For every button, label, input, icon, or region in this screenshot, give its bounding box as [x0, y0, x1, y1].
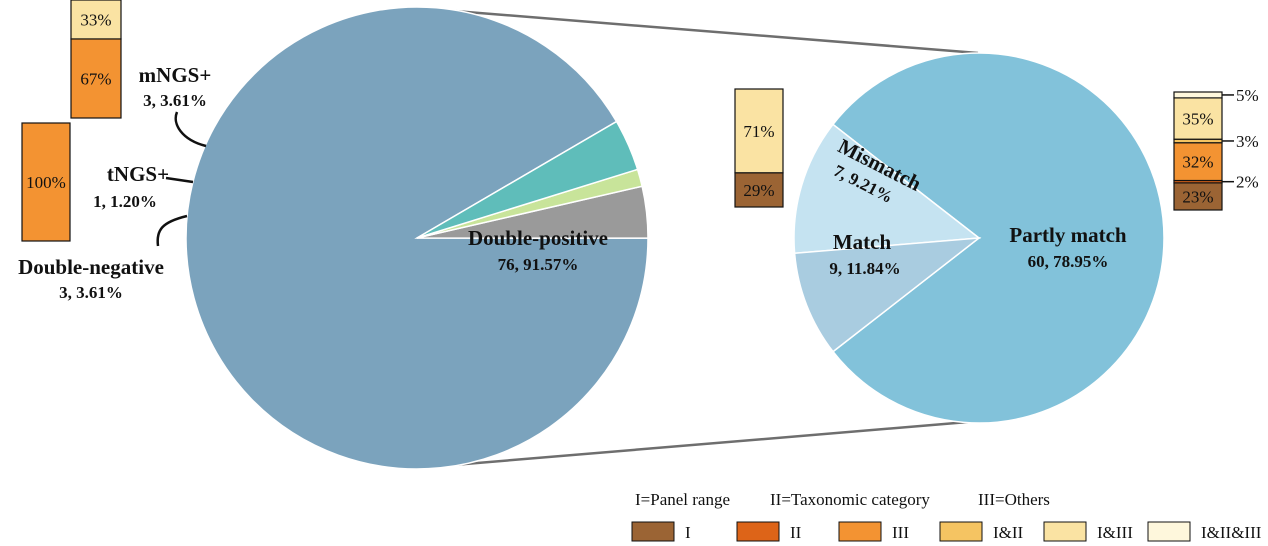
legend-swatch-iii — [838, 521, 882, 542]
bar-partly-match-label-i-iii: 35% — [1182, 110, 1213, 129]
slice-label-tngs: tNGS+ — [107, 162, 169, 186]
slice-sublabel-double-negative: 3, 3.61% — [59, 283, 123, 302]
bar-partly-match-label-i-ii-iii: 5% — [1236, 86, 1259, 105]
right-pie-slice-mismatch — [793, 237, 982, 353]
legend-definition-i: I=Panel range — [635, 490, 730, 509]
bar-mismatch-segment-i — [734, 172, 784, 208]
legend-definition-iii: III=Others — [978, 490, 1050, 509]
bar-mngs-segment-i-iii — [70, 0, 122, 40]
bar-partly-match-segment-i — [1173, 182, 1223, 211]
slice-label-partly-match: Partly match — [1009, 223, 1127, 247]
slice-label-mngs: mNGS+ — [139, 63, 212, 87]
legend-label-i-ii-iii: I&II&III — [1201, 523, 1262, 542]
legend-definition-ii: II=Taxonomic category — [770, 490, 930, 509]
stacked-bars: 67% 33% 100% 29% 71% 23% 2% 32% 3% 35% 5% — [21, 0, 1259, 242]
left-pie — [185, 6, 649, 470]
slice-label-double-positive: Double-positive — [468, 226, 608, 250]
bar-partly-match-segment-i-ii-iii — [1173, 91, 1223, 99]
legend-swatch-ii — [736, 521, 780, 542]
left-pie-slice-mngs — [416, 120, 639, 239]
bar-partly-match-segment-iii — [1173, 142, 1223, 182]
zoom-connector-lines — [416, 6, 979, 470]
leader-line-tngs — [165, 176, 194, 184]
legend-label-i: I — [685, 523, 691, 542]
legend-swatch-i — [631, 521, 675, 542]
connector-line-top — [416, 6, 979, 55]
slice-sublabel-mngs: 3, 3.61% — [143, 91, 207, 110]
right-pie-slice-partly-match — [831, 52, 1165, 424]
slice-sublabel-match: 9, 11.84% — [829, 259, 900, 278]
slice-label-double-negative: Double-negative — [18, 255, 164, 279]
bar-mismatch-label-i-iii: 71% — [743, 122, 774, 141]
bar-tngs-label-iii: 100% — [26, 173, 66, 192]
bar-partly-match-label-iii: 32% — [1182, 153, 1213, 172]
legend-label-i-iii: I&III — [1097, 523, 1133, 542]
legend-label-i-ii: I&II — [993, 523, 1024, 542]
bar-partly-match-label-i: 23% — [1182, 187, 1213, 206]
right-pie-slice-match — [793, 123, 981, 255]
legend-label-ii: II — [790, 523, 802, 542]
legend-swatch-i-ii — [939, 521, 983, 542]
bar-partly-match-label-ii: 2% — [1236, 173, 1259, 192]
slice-sublabel-partly-match: 60, 78.95% — [1028, 252, 1109, 271]
right-pie — [793, 52, 1165, 424]
legend-swatch-i-ii-iii — [1147, 521, 1191, 542]
slice-label-match: Match — [833, 230, 892, 254]
left-pie-labels: Double-positive 76, 91.57% Double-negati… — [18, 63, 608, 302]
connector-line-bottom — [416, 420, 969, 470]
bar-mngs-label-i-iii: 33% — [80, 10, 111, 29]
bar-mismatch-segment-i-iii — [734, 88, 784, 174]
slice-sublabel-tngs: 1, 1.20% — [93, 192, 157, 211]
bar-mngs-segment-iii — [70, 38, 122, 119]
legend: I=Panel range II=Taxonomic category III=… — [631, 490, 1262, 542]
leader-line-mngs — [174, 111, 207, 148]
bar-mismatch-label-i: 29% — [743, 181, 774, 200]
bar-partly-match-label-i-ii: 3% — [1236, 132, 1259, 151]
bar-mngs-label-iii: 67% — [80, 69, 111, 88]
leader-line-double-negative — [156, 214, 188, 247]
slice-sublabel-double-positive: 76, 91.57% — [498, 255, 579, 274]
bar-tngs-segment-iii — [21, 122, 71, 242]
legend-swatch-i-iii — [1043, 521, 1087, 542]
legend-label-iii: III — [892, 523, 909, 542]
